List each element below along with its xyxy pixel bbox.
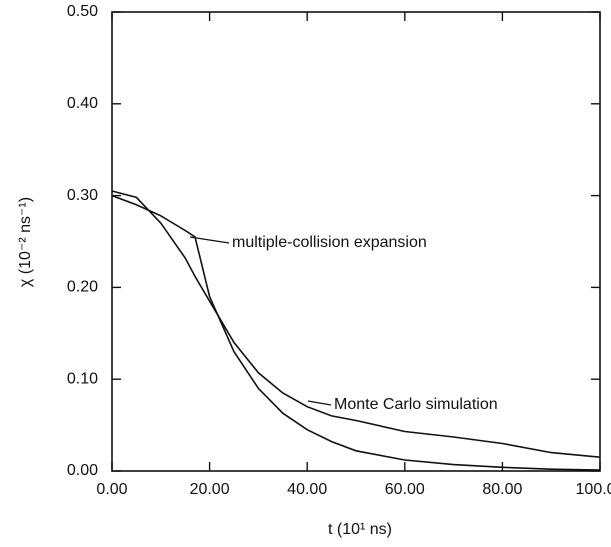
- y-tick-label: 0.50: [67, 3, 98, 20]
- y-tick-label: 0.30: [67, 187, 98, 204]
- y-tick-label: 0.20: [67, 279, 98, 296]
- y-axis-label: χ (10⁻² ns⁻¹): [17, 197, 34, 287]
- series-label: multiple-collision expansion: [232, 234, 427, 251]
- x-tick-label: 0.00: [96, 481, 127, 498]
- y-tick-label: 0.10: [67, 370, 98, 387]
- y-tick-label: 0.40: [67, 95, 98, 112]
- series-line: [111, 194, 601, 471]
- plot-frame: [111, 11, 601, 472]
- y-tick-label: 0.00: [67, 462, 98, 479]
- x-tick-label: 20.00: [190, 481, 230, 498]
- series-line: [111, 190, 601, 458]
- label-leader: [189, 236, 230, 244]
- x-tick-label: 60.00: [385, 481, 425, 498]
- series-label: Monte Carlo simulation: [334, 396, 498, 413]
- label-leader: [307, 400, 332, 406]
- x-tick-label: 80.00: [482, 481, 522, 498]
- x-axis-label: t (10¹ ns): [328, 521, 392, 538]
- x-tick-label: 100.00: [576, 481, 611, 498]
- x-tick-label: 40.00: [287, 481, 327, 498]
